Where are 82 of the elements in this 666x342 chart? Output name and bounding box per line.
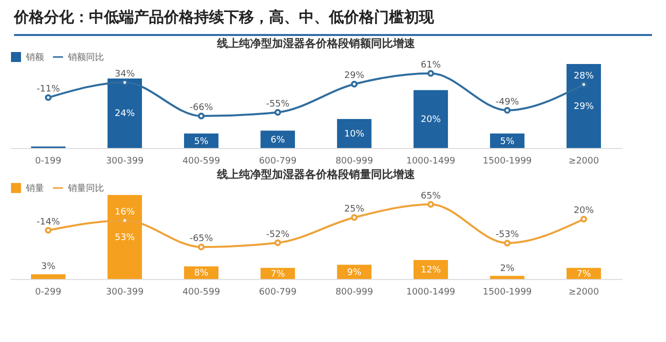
point	[198, 112, 205, 120]
data-label: 12%	[420, 265, 442, 276]
bar	[260, 130, 295, 148]
legend-label: 销量同比	[67, 183, 104, 194]
data-label: -49%	[496, 97, 520, 108]
bar	[490, 134, 524, 148]
x-tick-label: 400-599	[182, 288, 220, 298]
x-tick-label: 300-399	[106, 288, 144, 298]
data-label: 8%	[194, 268, 209, 279]
point	[274, 239, 282, 246]
data-label: 29%	[574, 102, 594, 112]
bar	[184, 134, 218, 148]
x-tick-label: 600-799	[258, 156, 297, 166]
data-label: 65%	[420, 191, 442, 202]
x-tick-label: ≥2000	[568, 288, 600, 298]
x-tick-label: 300-399	[106, 156, 144, 166]
x-tick-label: 1000-1499	[406, 156, 456, 166]
data-label: 20%	[574, 206, 594, 216]
data-label: 20%	[420, 115, 442, 126]
x-tick-label: 400-599	[182, 156, 220, 166]
chart-title: 线上纯净型加湿器各价格段销额同比增速	[216, 37, 416, 50]
legend-label: 销额	[25, 52, 44, 63]
text: 价格分化：中低端产品价格持续下移，高、中、低价格门槛初现	[14, 0, 652, 36]
x-tick-label: 1000-1499	[406, 288, 456, 298]
bar	[490, 276, 524, 279]
data-label: -52%	[266, 230, 290, 240]
x-tick-label: 1500-1999	[482, 156, 532, 166]
data-label: 3%	[41, 262, 56, 272]
data-label: -11%	[36, 84, 60, 95]
data-label: 28%	[574, 71, 594, 82]
point	[504, 106, 511, 114]
data-label: 6%	[270, 135, 286, 146]
x-tick-label: 800-999	[335, 288, 374, 298]
data-label: -53%	[496, 230, 520, 240]
data-label: 34%	[114, 69, 136, 80]
point	[580, 216, 588, 222]
bar	[108, 195, 142, 279]
bar	[31, 274, 66, 279]
data-label: 29%	[344, 71, 365, 82]
data-label: 9%	[347, 268, 362, 278]
x-tick-label: 0-299	[35, 288, 62, 298]
bar	[337, 119, 372, 148]
data-label: -65%	[190, 234, 214, 244]
data-label: -14%	[36, 217, 60, 228]
x-tick-label: 800-999	[335, 156, 374, 166]
point	[44, 94, 52, 101]
point	[427, 201, 434, 208]
legend-label: 销额同比	[67, 52, 104, 63]
point	[121, 217, 128, 224]
x-tick-label: 0-199	[35, 156, 62, 166]
data-label: 25%	[344, 204, 365, 214]
point	[350, 214, 358, 221]
x-tick-label: ≥2000	[568, 156, 600, 166]
data-label: 7%	[576, 269, 592, 280]
data-label: 61%	[420, 60, 442, 70]
data-label: 24%	[114, 109, 136, 120]
point	[274, 108, 282, 116]
point	[198, 244, 205, 250]
data-label: 7%	[270, 269, 286, 280]
point	[427, 70, 434, 77]
data-label: 16%	[114, 207, 136, 218]
bar	[414, 260, 448, 279]
bar	[566, 64, 601, 148]
chart-title: 线上纯净型加湿器各价格段销量同比增速	[216, 168, 416, 181]
data-label: 2%	[500, 264, 515, 274]
data-label: -55%	[266, 99, 290, 110]
bar	[414, 90, 448, 148]
data-label: 53%	[114, 233, 136, 243]
data-label: -66%	[190, 103, 214, 114]
legend-label: 销量	[25, 183, 44, 194]
bar	[337, 264, 372, 279]
point	[350, 80, 358, 88]
data-label: 10%	[344, 130, 365, 140]
data-label: 5%	[194, 136, 209, 147]
point	[44, 226, 52, 234]
data-label: 5%	[500, 136, 515, 147]
point	[580, 81, 588, 88]
x-tick-label: 1500-1999	[482, 288, 532, 298]
point	[121, 79, 128, 86]
x-tick-label: 600-799	[258, 288, 297, 298]
point	[504, 240, 511, 246]
bar	[108, 78, 142, 148]
